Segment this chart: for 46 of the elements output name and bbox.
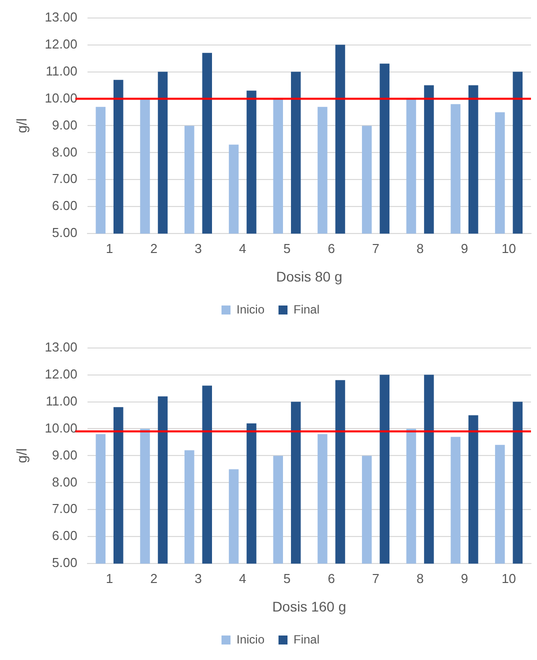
- y-tick-label: 13.00: [44, 339, 78, 354]
- x-tick-label: 8: [416, 240, 424, 256]
- x-tick-label: 8: [416, 570, 424, 586]
- x-tick-label: 6: [328, 240, 335, 256]
- x-axis-title: Dosis 160 g: [272, 598, 346, 614]
- x-tick-label: 3: [194, 570, 202, 586]
- y-tick-label: 11.00: [46, 393, 78, 408]
- y-tick-label: 6.00: [52, 528, 78, 544]
- y-tick-label: 8.00: [52, 144, 78, 160]
- x-tick-label: 9: [460, 570, 468, 586]
- y-tick-label: 5.00: [52, 555, 78, 570]
- y-axis-title: g/l: [13, 118, 30, 134]
- x-tick-label: 10: [502, 570, 516, 586]
- y-tick-label: 9.00: [52, 117, 78, 132]
- x-tick-label: 6: [328, 570, 335, 586]
- x-tick-label: 2: [150, 570, 158, 586]
- x-tick-label: 4: [239, 570, 246, 586]
- y-tick-label: 9.00: [52, 447, 78, 462]
- x-axis-title: Dosis 80 g: [276, 268, 342, 284]
- y-tick-label: 11.00: [46, 63, 78, 78]
- x-tick-label: 10: [502, 240, 516, 256]
- legend-label: Inicio: [236, 632, 265, 646]
- y-tick-label: 5.00: [52, 225, 78, 240]
- x-tick-label: 7: [372, 240, 380, 256]
- y-tick-label: 10.00: [44, 420, 78, 436]
- legend-label: Final: [294, 302, 320, 316]
- y-tick-label: 8.00: [52, 474, 78, 490]
- legend-label: Inicio: [236, 302, 265, 316]
- x-tick-label: 9: [460, 240, 468, 256]
- x-tick-label: 7: [372, 570, 380, 586]
- y-tick-label: 13.00: [44, 9, 78, 24]
- x-tick-label: 2: [150, 240, 158, 256]
- y-tick-label: 12.00: [44, 366, 78, 382]
- y-tick-label: 7.00: [52, 501, 78, 516]
- x-tick-label: 5: [283, 240, 291, 256]
- y-axis-title: g/l: [13, 448, 30, 464]
- x-tick-label: 1: [106, 570, 114, 586]
- x-tick-label: 3: [194, 240, 202, 256]
- x-tick-label: 1: [106, 240, 114, 256]
- x-tick-label: 5: [283, 570, 291, 586]
- y-tick-label: 10.00: [44, 90, 78, 106]
- legend-label: Final: [294, 632, 320, 646]
- x-tick-label: 4: [239, 240, 246, 256]
- y-tick-label: 12.00: [44, 36, 78, 52]
- y-tick-label: 7.00: [52, 171, 78, 186]
- y-tick-label: 6.00: [52, 198, 78, 214]
